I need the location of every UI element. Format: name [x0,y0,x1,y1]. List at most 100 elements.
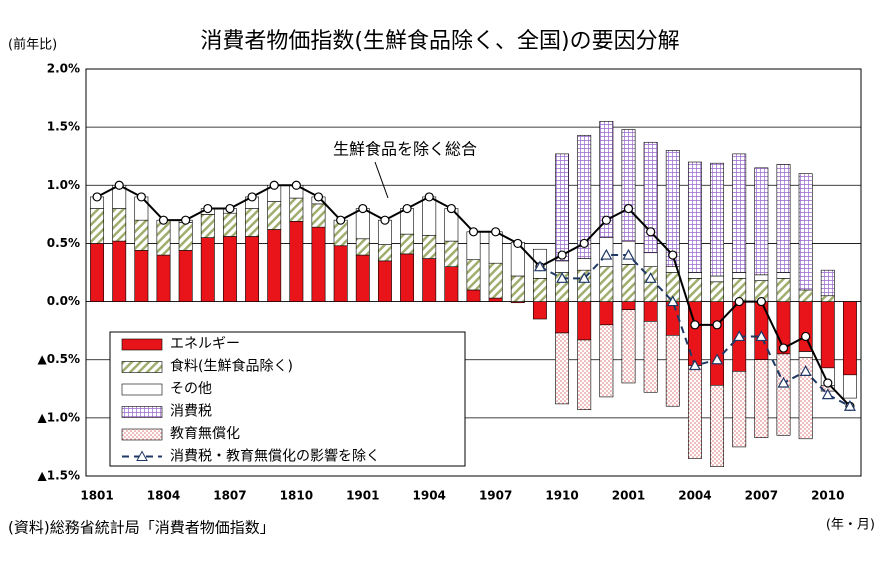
bar [466,289,481,302]
bar [710,384,725,467]
point [578,272,591,283]
x-tick-label: 1801 [80,489,113,503]
bar [90,208,105,244]
bar [156,219,171,256]
y-tick-label: 2.0% [47,62,80,76]
point [668,250,678,260]
point [799,365,812,376]
y-tick-label: 1.0% [47,178,80,192]
point [158,215,169,225]
point [644,272,657,283]
y-tick-label: ▲0.5% [37,352,80,366]
bar [798,357,813,440]
point [801,331,811,342]
point [600,248,613,260]
point [712,320,722,330]
point [646,227,656,237]
bar [112,208,127,242]
point [313,192,324,202]
bar [355,238,370,256]
bar [377,244,392,262]
bar [532,301,547,320]
legend-swatch [121,428,163,441]
bar [599,324,614,398]
bar [400,233,415,255]
y-tick-label: 0.5% [47,236,80,250]
bar [754,167,769,276]
bar [754,274,769,281]
legend-label: エネルギー [170,336,240,352]
point [823,378,833,388]
point [446,203,456,214]
point [203,203,213,214]
bar [577,258,592,271]
bar [776,164,791,273]
legend-label: 消費税・教育無償化の影響を除く [170,448,380,465]
point [513,238,523,249]
bar [665,301,680,336]
point [556,272,569,283]
bar [555,153,570,262]
chart-title: 消費者物価指数(生鮮食品除く、全国)の要因分解 [200,29,679,54]
bar [687,365,702,459]
x-tick-label: 1907 [479,489,512,503]
y-tick-label: ▲1.5% [37,469,80,483]
bar [710,275,725,283]
bar [222,212,237,237]
bar [643,321,658,393]
point [181,215,191,225]
point [756,296,766,307]
x-tick-label: 1904 [413,489,446,503]
bar [820,301,835,369]
point [579,238,589,249]
legend-swatch [121,361,163,373]
point [601,215,611,225]
bar [820,269,835,297]
point [843,399,856,411]
bar [178,250,193,302]
legend-swatch [121,383,163,396]
point [622,248,635,260]
bar [710,281,725,302]
point [623,203,634,214]
bar [555,332,570,405]
x-tick-label: 2010 [811,489,844,503]
bar [776,272,791,279]
point [491,227,501,237]
bar [466,259,481,291]
point [269,180,279,190]
bar [222,236,237,302]
x-tick-label: 1807 [213,489,246,503]
bar [599,121,614,238]
bar [754,359,769,438]
bar [798,289,813,302]
bar [289,221,304,302]
x-tick-label: 1804 [147,489,180,503]
legend-label: 教育無償化 [170,426,240,442]
bar [311,203,326,228]
bar [245,208,260,237]
legend-swatch [121,406,163,418]
bar [710,301,725,386]
bar [665,334,680,407]
bar [687,161,702,273]
point [778,343,789,353]
x-tick-label: 2007 [745,489,778,503]
bar [798,173,813,291]
x-tick-label: 1901 [346,489,379,503]
bar [289,197,304,222]
x-unit-label: (年・月) [826,518,875,533]
bar [377,260,392,302]
legend-marker [136,450,148,461]
x-tick-label: 2001 [612,489,645,503]
point [468,227,479,237]
point [114,180,124,190]
bar [333,245,348,302]
bar [444,266,459,302]
bar [577,134,592,259]
y-tick-label: ▲1.0% [37,410,80,424]
bar [200,237,215,302]
point [734,296,744,307]
legend-label: その他 [170,381,212,397]
